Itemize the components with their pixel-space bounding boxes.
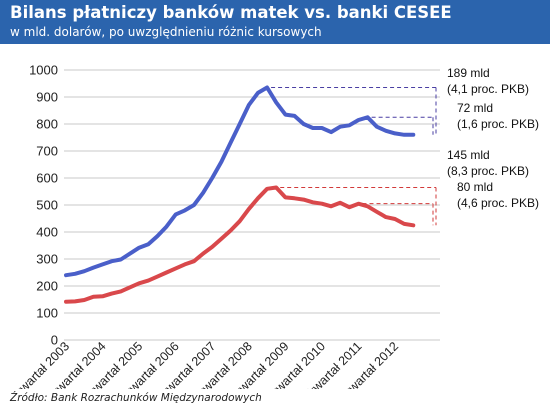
annotation-value: 72 mld [457,101,493,115]
annotation-note: (4,1 proc. PKB) [447,82,529,96]
annotation-value: 189 mld [447,66,490,80]
annotation-value: 80 mld [457,180,493,194]
header-banner: Bilans płatniczy banków matek vs. banki … [0,0,550,44]
annotation-note: (4,6 proc. PKB) [457,196,539,210]
source-note: Źródło: Bank Rozrachunków Międzynarodowy… [10,392,262,404]
y-tick-label: 0 [51,333,58,348]
y-tick-label: 900 [36,90,58,105]
annotation-value: 145 mld [447,148,490,162]
y-tick-label: 100 [36,306,58,321]
y-tick-label: 700 [36,144,58,159]
series-line-blue [64,85,416,278]
annotation-note: (1,6 proc. PKB) [457,117,539,131]
y-tick-label: 400 [36,225,58,240]
series-line-red [64,185,416,304]
y-tick-label: 600 [36,171,58,186]
y-tick-label: 500 [36,198,58,213]
y-tick-label: 300 [36,252,58,267]
chart-subtitle: w mld. dolarów, po uwzględnieniu różnic … [10,25,322,39]
y-tick-label: 1000 [29,63,58,78]
annotation-note: (8,3 proc. PKB) [447,164,529,178]
y-tick-label: 800 [36,117,58,132]
chart-title: Bilans płatniczy banków matek vs. banki … [10,3,452,22]
y-tick-label: 200 [36,279,58,294]
